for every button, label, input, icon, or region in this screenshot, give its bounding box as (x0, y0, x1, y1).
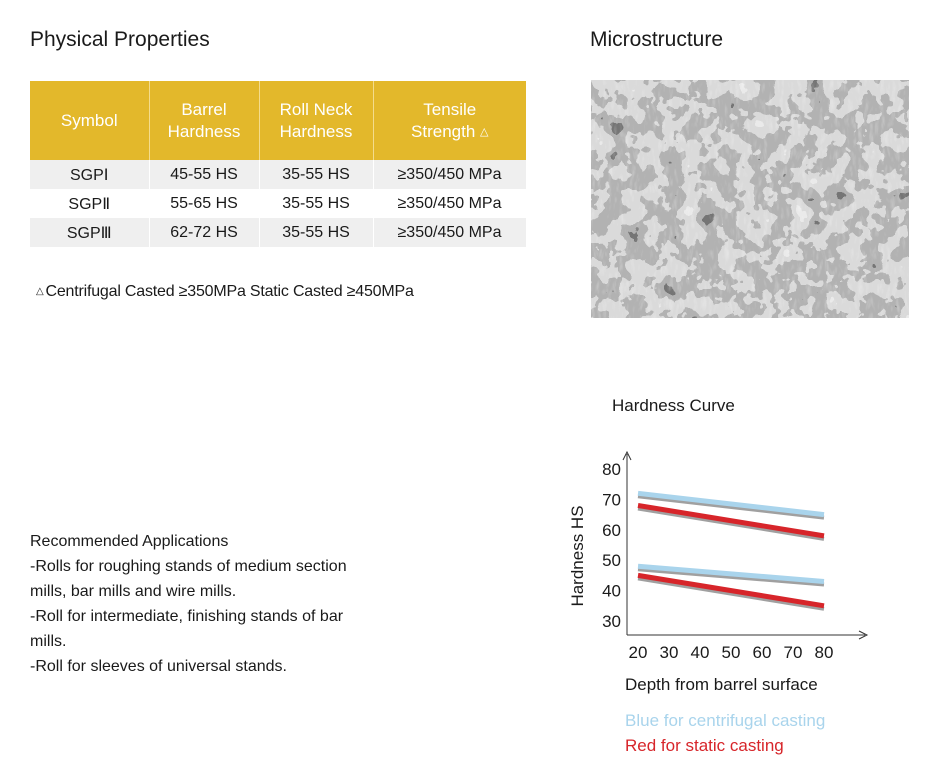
y-tick-label: 70 (602, 490, 621, 509)
y-tick-label: 30 (602, 612, 621, 631)
cell-tensile: ≥350/450 MPa (373, 189, 527, 218)
y-tick-label: 50 (602, 551, 621, 570)
header-barrel-hardness: Barrel Hardness (149, 81, 260, 160)
series-line-shadow (637, 506, 825, 541)
footnote-text: Centrifugal Casted ≥350MPa Static Casted… (45, 283, 414, 300)
triangle-mark-icon: △ (480, 125, 489, 138)
applications-heading: Recommended Applications (30, 533, 229, 550)
chart-title: Hardness Curve (612, 396, 735, 415)
application-line: -Rolls for roughing stands of medium sec… (30, 558, 347, 575)
x-tick-label: 80 (815, 643, 834, 662)
cell-barrel-hardness: 62-72 HS (149, 218, 260, 247)
x-axis-arrow-icon (858, 630, 869, 640)
application-line: -Roll for sleeves of universal stands. (30, 658, 287, 675)
series-line-shadow (637, 576, 825, 611)
x-tick-label: 50 (722, 643, 741, 662)
x-tick-label: 40 (691, 643, 710, 662)
table-row: SGPⅠ 45-55 HS 35-55 HS ≥350/450 MPa (30, 160, 527, 189)
legend-entry-centrifugal: Blue for centrifugal casting (625, 711, 825, 730)
cell-symbol: SGPⅢ (30, 218, 150, 247)
series-line-shadow (637, 494, 825, 520)
physical-properties-heading: Physical Properties (30, 28, 210, 51)
y-tick-labels: 30 40 50 60 70 80 (602, 460, 621, 631)
micrograph-image (591, 80, 909, 318)
x-tick-labels: 20 30 40 50 60 70 80 (629, 643, 834, 662)
x-tick-label: 70 (784, 643, 803, 662)
properties-table: Symbol Barrel Hardness Roll Neck Hardness … (30, 81, 527, 247)
x-tick-label: 30 (660, 643, 679, 662)
x-tick-label: 60 (753, 643, 772, 662)
table-row: SGPⅡ 55-65 HS 35-55 HS ≥350/450 MPa (30, 189, 527, 218)
x-tick-label: 20 (629, 643, 648, 662)
x-axis-label: Depth from barrel surface (625, 675, 818, 694)
y-axis-arrow-icon (622, 450, 632, 461)
series-line-static (637, 503, 825, 539)
legend-entry-static: Red for static casting (625, 736, 784, 755)
cell-barrel-hardness: 45-55 HS (149, 160, 260, 189)
table-row: SGPⅢ 62-72 HS 35-55 HS ≥350/450 MPa (30, 218, 527, 247)
application-line: mills, bar mills and wire mills. (30, 583, 237, 600)
cell-symbol: SGPⅡ (30, 189, 150, 218)
application-line: -Roll for intermediate, finishing stands… (30, 608, 344, 625)
cell-neck-hardness: 35-55 HS (259, 218, 374, 247)
series-line-centrifugal (637, 490, 825, 518)
cell-barrel-hardness: 55-65 HS (149, 189, 260, 218)
cell-neck-hardness: 35-55 HS (259, 160, 374, 189)
series-lines (637, 490, 825, 611)
y-tick-label: 60 (602, 521, 621, 540)
cell-neck-hardness: 35-55 HS (259, 189, 374, 218)
y-axis-label: Hardness HS (568, 505, 587, 606)
axes (622, 450, 869, 640)
cell-tensile: ≥350/450 MPa (373, 218, 527, 247)
header-roll-neck-hardness: Roll Neck Hardness (259, 81, 374, 160)
header-symbol: Symbol (30, 81, 150, 160)
cell-tensile: ≥350/450 MPa (373, 160, 527, 189)
table-header-row: Symbol Barrel Hardness Roll Neck Hardness … (30, 81, 526, 160)
series-line-centrifugal (637, 563, 825, 584)
triangle-mark-icon: △ (36, 286, 44, 297)
y-tick-label: 40 (602, 582, 621, 601)
y-tick-label: 80 (602, 460, 621, 479)
application-line: mills. (30, 633, 67, 650)
series-line-shadow (637, 567, 825, 587)
series-line-static (637, 572, 825, 609)
recommended-applications: Recommended Applications -Rolls for roug… (30, 529, 452, 679)
header-tensile-strength: Tensile Strength △ (373, 81, 526, 160)
hardness-curve-chart: Hardness Curve Hardness HS 304050607080 … (568, 396, 869, 755)
tensile-footnote: △ Centrifugal Casted ≥350MPa Static Caste… (36, 283, 414, 301)
microstructure-heading: Microstructure (590, 28, 724, 51)
cell-symbol: SGPⅠ (30, 160, 150, 189)
